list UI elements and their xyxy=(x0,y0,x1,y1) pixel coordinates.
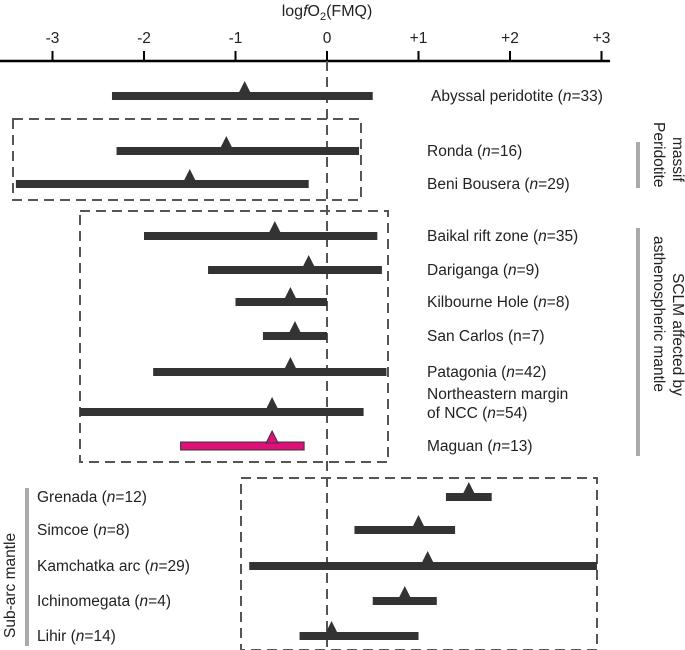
group-bracket xyxy=(25,488,29,646)
range-bar xyxy=(299,632,419,640)
mean-marker xyxy=(238,81,251,93)
mean-marker xyxy=(183,169,196,181)
x-tick-label: -2 xyxy=(137,30,151,47)
sample-labels: Abyssal peridotite (n=33) Ronda (n=16) Ben… xyxy=(37,88,603,645)
sample-label: Abyssal peridotite (n=33) xyxy=(431,88,603,105)
group-box-2 xyxy=(79,210,389,463)
x-tick-label: +3 xyxy=(593,30,611,47)
range-bar xyxy=(111,92,373,100)
range-bar xyxy=(15,180,309,188)
x-tick-label: -3 xyxy=(46,30,60,47)
group-label-massif: massif xyxy=(669,137,685,182)
group-box-3 xyxy=(240,477,598,650)
mean-marker xyxy=(265,429,279,444)
range-bar xyxy=(79,408,364,416)
x-tick-label: +2 xyxy=(501,30,519,47)
x-axis: -3 -2 -1 0 +1 +2 +3 xyxy=(0,30,611,63)
sample-label: of NCC (n=54) xyxy=(427,405,527,422)
sample-label: Maguan (n=13) xyxy=(427,438,533,455)
mean-marker xyxy=(302,255,315,267)
range-bar xyxy=(249,562,597,570)
range-bar xyxy=(144,232,378,240)
group-label-asthenospheric: asthenospheric mantle xyxy=(650,236,667,392)
mean-marker xyxy=(288,321,301,333)
mean-marker xyxy=(284,287,297,299)
sample-label: Lihir (n=14) xyxy=(37,628,116,645)
group-box-1 xyxy=(12,118,362,201)
sample-label: Ichinomegata (n=4) xyxy=(37,593,171,610)
sample-label: Kilbourne Hole (n=8) xyxy=(427,294,570,311)
range-bars xyxy=(15,81,597,640)
sample-label: Patagonia (n=42) xyxy=(427,364,546,381)
axis-title: logfO2(FMQ) xyxy=(282,3,373,23)
x-tick-label: +1 xyxy=(410,30,428,47)
sample-label: Ronda (n=16) xyxy=(427,143,522,160)
sample-label: Beni Bousera (n=29) xyxy=(427,176,570,193)
range-bar xyxy=(262,332,327,340)
group-labels: Peridotite massif SCLM affected byasthenos… xyxy=(2,122,685,646)
group-label-subarc: Sub-arc mantle xyxy=(2,533,19,638)
sample-label: Kamchatka arc (n=29) xyxy=(37,558,190,575)
sample-label: Baikal rift zone (n=35) xyxy=(427,228,578,245)
mean-marker xyxy=(421,551,434,563)
sample-label: Simcoe (n=8) xyxy=(37,522,130,539)
group-bracket xyxy=(636,228,640,456)
sample-label: Northeastern margin xyxy=(427,386,568,403)
range-bar xyxy=(354,526,456,534)
sample-label: Dariganga (n=9) xyxy=(427,262,539,279)
mean-marker xyxy=(398,586,411,598)
mean-marker xyxy=(266,397,279,409)
range-bar xyxy=(235,298,327,306)
mean-marker xyxy=(462,482,475,494)
x-tick-label: -1 xyxy=(229,30,243,47)
group-bracket xyxy=(636,142,640,188)
group-label-sclm: SCLM affected by xyxy=(669,273,685,396)
mean-marker xyxy=(284,357,297,369)
group-boxes xyxy=(12,118,598,650)
range-bar xyxy=(208,266,382,274)
range-bar xyxy=(372,597,437,605)
x-tick-label: 0 xyxy=(323,30,332,47)
mean-marker xyxy=(268,221,281,233)
group-label-peridotite: Peridotite xyxy=(650,122,667,187)
range-bar xyxy=(445,493,492,501)
range-bar xyxy=(153,368,387,376)
range-bar xyxy=(116,147,360,155)
range-bar xyxy=(180,441,305,451)
sample-label: Grenada (n=12) xyxy=(37,489,147,506)
mean-marker xyxy=(325,621,338,633)
mean-marker xyxy=(220,136,233,148)
sample-label: San Carlos (n=7) xyxy=(427,328,545,345)
mean-marker xyxy=(412,515,425,527)
